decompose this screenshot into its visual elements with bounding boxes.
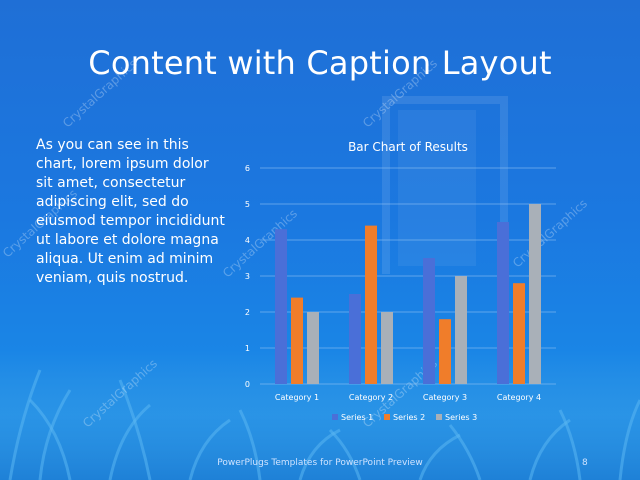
y-tick-label: 5 (245, 200, 250, 209)
bar (529, 204, 541, 384)
door-frame-decoration (382, 96, 508, 274)
bar (307, 312, 319, 384)
chart-title: Bar Chart of Results (348, 140, 468, 154)
legend-swatch (332, 414, 338, 420)
bar-chart-svg: Bar Chart of Results 0 1 2 3 4 5 6 Category 1 Cat… (245, 140, 556, 422)
y-tick-label: 1 (245, 344, 250, 353)
y-tick-label: 6 (245, 164, 250, 173)
bar (497, 222, 509, 384)
bar (423, 258, 435, 384)
legend-label: Series 2 (393, 413, 425, 422)
legend-swatch (384, 414, 390, 420)
bar (349, 294, 361, 384)
bar-chart[interactable]: Bar Chart of Results 0 1 2 3 4 5 6 Category 1 Cat… (240, 132, 570, 432)
bar (365, 225, 377, 384)
y-tick-label: 4 (245, 236, 250, 245)
legend-label: Series 3 (445, 413, 477, 422)
bar (381, 312, 393, 384)
bar (455, 276, 467, 384)
x-tick-label: Category 3 (423, 393, 467, 402)
footer-text: PowerPlugs Templates for PowerPoint Prev… (217, 458, 423, 468)
legend-label: Series 1 (341, 413, 373, 422)
legend-swatch (436, 414, 442, 420)
y-tick-label: 2 (245, 308, 250, 317)
x-tick-label: Category 2 (349, 393, 393, 402)
bar (275, 229, 287, 384)
bar (513, 283, 525, 384)
x-tick-label: Category 4 (497, 393, 541, 402)
x-tick-label: Category 1 (275, 393, 319, 402)
bar (439, 319, 451, 384)
page-number: 8 (582, 458, 588, 468)
caption-text[interactable]: As you can see in this chart, lorem ipsu… (36, 137, 225, 286)
y-tick-label: 0 (245, 380, 250, 389)
slide-title[interactable]: Content with Caption Layout (88, 44, 552, 82)
bar (291, 297, 303, 384)
y-tick-label: 3 (245, 272, 250, 281)
